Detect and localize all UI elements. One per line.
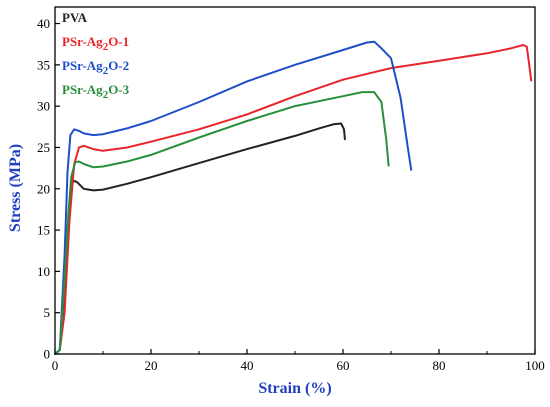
legend-text-part: PVA	[62, 10, 88, 25]
legend-text-part: PSr-Ag	[62, 58, 103, 73]
legend-text-part: O-2	[108, 58, 129, 73]
y-tick-label: 20	[37, 181, 50, 196]
x-tick-label: 80	[433, 358, 446, 373]
x-tick-label: 0	[52, 358, 59, 373]
series-line-2	[54, 44, 533, 355]
legend-subscript: 2	[103, 65, 109, 77]
legend-subscript: 2	[103, 41, 109, 53]
axis-layer: 0 20 40 60 80 100 0 5 10 15 20 25 30 35 40	[37, 6, 545, 373]
legend-entry-4: PSr-Ag2O-3	[62, 82, 130, 101]
legend-text-part: PSr-Ag	[62, 82, 103, 97]
y-tick-label: 10	[37, 264, 50, 279]
legend-entry-2: PSr-Ag2O-1	[62, 34, 129, 53]
legend-text-part: O-1	[108, 34, 129, 49]
x-tick-label: 100	[525, 358, 545, 373]
y-tick-label: 5	[44, 305, 51, 320]
plot-layer	[54, 40, 533, 355]
y-tick-label: 30	[37, 99, 50, 114]
y-tick-label: 15	[37, 223, 50, 238]
series-line-1	[54, 122, 346, 355]
x-tick-label: 60	[337, 358, 350, 373]
legend-entry-3: PSr-Ag2O-2	[62, 58, 129, 77]
series-line-4	[54, 91, 390, 355]
legend-entry-1: PVA	[62, 10, 88, 25]
y-tick-label: 35	[37, 57, 50, 72]
legend-text-part: O-3	[108, 82, 129, 97]
y-tick-label: 40	[37, 16, 50, 31]
legend-subscript: 2	[103, 89, 109, 101]
x-tick-label: 20	[145, 358, 158, 373]
x-axis-title: Strain (%)	[258, 380, 331, 397]
y-tick-label: 0	[44, 347, 51, 362]
legend-text-part: PSr-Ag	[62, 34, 103, 49]
x-tick-label: 40	[241, 358, 254, 373]
y-tick-label: 25	[37, 140, 50, 155]
y-axis-title: Stress (MPa)	[7, 144, 24, 232]
series-line-3	[54, 40, 413, 355]
